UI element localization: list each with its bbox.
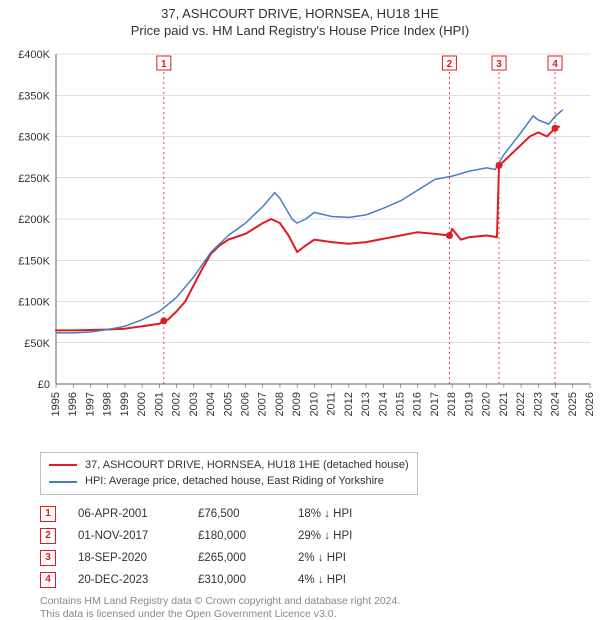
transaction-price: £265,000 [198, 552, 298, 564]
svg-text:£50K: £50K [24, 338, 50, 350]
svg-text:2006: 2006 [239, 392, 251, 416]
svg-text:£200K: £200K [18, 214, 50, 226]
transaction-marker: 2 [40, 528, 56, 544]
transaction-date: 18-SEP-2020 [78, 552, 198, 564]
transaction-price: £310,000 [198, 574, 298, 586]
svg-text:1999: 1999 [119, 392, 131, 416]
svg-text:2016: 2016 [412, 392, 424, 416]
svg-text:1: 1 [161, 59, 167, 70]
svg-text:2004: 2004 [205, 392, 217, 416]
legend: 37, ASHCOURT DRIVE, HORNSEA, HU18 1HE (d… [40, 452, 418, 495]
svg-text:£400K: £400K [18, 49, 50, 61]
page-subtitle: Price paid vs. HM Land Registry's House … [0, 23, 600, 44]
footer-line-2: This data is licensed under the Open Gov… [40, 608, 600, 620]
svg-text:1996: 1996 [67, 392, 79, 416]
legend-label: 37, ASHCOURT DRIVE, HORNSEA, HU18 1HE (d… [85, 457, 409, 474]
transaction-diff: 4% ↓ HPI [298, 574, 408, 586]
svg-text:£300K: £300K [18, 131, 50, 143]
transaction-diff: 18% ↓ HPI [298, 508, 408, 520]
svg-text:2005: 2005 [222, 392, 234, 416]
legend-swatch [49, 481, 77, 483]
svg-text:2003: 2003 [188, 392, 200, 416]
svg-text:2001: 2001 [153, 392, 165, 416]
svg-text:2002: 2002 [171, 392, 183, 416]
svg-text:1997: 1997 [84, 392, 96, 416]
svg-text:2021: 2021 [498, 392, 510, 416]
transaction-row: 4 20-DEC-2023£310,0004% ↓ HPI [40, 569, 600, 591]
transaction-date: 20-DEC-2023 [78, 574, 198, 586]
svg-text:1995: 1995 [50, 392, 62, 416]
page-title: 37, ASHCOURT DRIVE, HORNSEA, HU18 1HE [0, 0, 600, 23]
footer-line-1: Contains HM Land Registry data © Crown c… [40, 595, 600, 608]
transaction-diff: 2% ↓ HPI [298, 552, 408, 564]
transaction-marker: 4 [40, 572, 56, 588]
svg-text:2009: 2009 [291, 392, 303, 416]
legend-label: HPI: Average price, detached house, East… [85, 473, 384, 490]
svg-text:£350K: £350K [18, 90, 50, 102]
legend-row: 37, ASHCOURT DRIVE, HORNSEA, HU18 1HE (d… [49, 457, 409, 474]
svg-text:2022: 2022 [515, 392, 527, 416]
transaction-row: 3 18-SEP-2020£265,0002% ↓ HPI [40, 547, 600, 569]
transaction-marker: 3 [40, 550, 56, 566]
svg-text:4: 4 [552, 59, 558, 70]
transaction-row: 1 06-APR-2001£76,50018% ↓ HPI [40, 503, 600, 525]
legend-row: HPI: Average price, detached house, East… [49, 473, 409, 490]
transaction-row: 2 01-NOV-2017£180,00029% ↓ HPI [40, 525, 600, 547]
legend-swatch [49, 464, 77, 466]
svg-text:£0: £0 [38, 379, 50, 391]
transaction-price: £180,000 [198, 530, 298, 542]
svg-text:2013: 2013 [360, 392, 372, 416]
svg-text:2010: 2010 [308, 392, 320, 416]
svg-text:2023: 2023 [532, 392, 544, 416]
svg-text:2024: 2024 [550, 392, 562, 416]
svg-text:£250K: £250K [18, 173, 50, 185]
transactions-table: 1 06-APR-2001£76,50018% ↓ HPI 2 01-NOV-2017… [40, 503, 600, 591]
transaction-date: 06-APR-2001 [78, 508, 198, 520]
svg-text:2008: 2008 [274, 392, 286, 416]
svg-text:3: 3 [496, 59, 502, 70]
svg-text:2019: 2019 [463, 392, 475, 416]
svg-text:2026: 2026 [584, 392, 596, 416]
transaction-price: £76,500 [198, 508, 298, 520]
svg-text:2018: 2018 [446, 392, 458, 416]
svg-text:2012: 2012 [343, 392, 355, 416]
svg-text:2025: 2025 [567, 392, 579, 416]
footer-attribution: Contains HM Land Registry data © Crown c… [40, 595, 600, 620]
svg-text:2017: 2017 [429, 392, 441, 416]
svg-text:2011: 2011 [326, 392, 338, 416]
svg-text:2015: 2015 [395, 392, 407, 416]
svg-text:2020: 2020 [481, 392, 493, 416]
svg-text:2007: 2007 [257, 392, 269, 416]
transaction-date: 01-NOV-2017 [78, 530, 198, 542]
chart-svg: £0 £50K £100K £150K £200K £250K £300K £350K £400… [0, 44, 600, 444]
svg-text:£150K: £150K [18, 255, 50, 267]
svg-text:2014: 2014 [377, 392, 389, 416]
svg-text:1998: 1998 [102, 392, 114, 416]
price-chart: £0 £50K £100K £150K £200K £250K £300K £350K £400… [0, 44, 600, 444]
svg-text:2000: 2000 [136, 392, 148, 416]
svg-text:2: 2 [447, 59, 453, 70]
svg-text:£100K: £100K [18, 296, 50, 308]
transaction-marker: 1 [40, 506, 56, 522]
transaction-diff: 29% ↓ HPI [298, 530, 408, 542]
